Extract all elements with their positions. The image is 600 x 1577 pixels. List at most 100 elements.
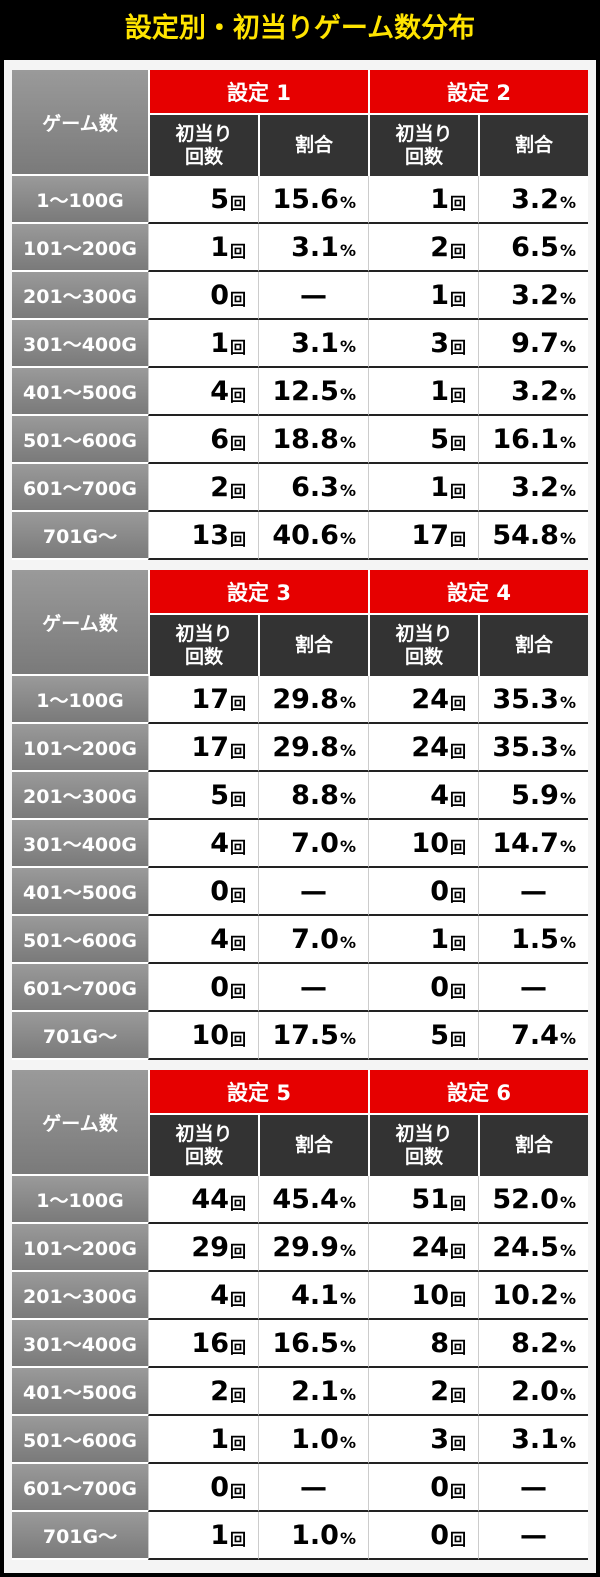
value-cell: — <box>478 868 588 916</box>
unit: 回 <box>229 242 246 261</box>
value: 4.1 <box>291 1279 339 1311</box>
ratio-header: 割合 <box>478 113 588 176</box>
unit: 回 <box>229 934 246 953</box>
unit: % <box>559 932 576 952</box>
unit: % <box>559 528 576 548</box>
value: 44 <box>191 1183 229 1215</box>
count-header-line: 初当り <box>395 622 453 645</box>
value: 3 <box>430 1423 449 1455</box>
unit: 回 <box>229 530 246 549</box>
unit: 回 <box>229 1290 246 1309</box>
unit: 回 <box>229 790 246 809</box>
value-cell: 15.6% <box>258 176 368 224</box>
value-cell: 17 回 <box>148 724 258 772</box>
value-cell: 2.0% <box>478 1368 588 1416</box>
value: — <box>300 1471 327 1503</box>
value: 4 <box>210 1279 229 1311</box>
value: 7.0 <box>291 923 339 955</box>
value: 45.4 <box>272 1183 339 1215</box>
count-header: 初当り 回数 <box>148 613 258 676</box>
unit: % <box>339 1336 356 1356</box>
unit: % <box>559 1336 576 1356</box>
unit: 回 <box>229 482 246 501</box>
unit: 回 <box>229 194 246 213</box>
unit: 回 <box>449 1434 466 1453</box>
value-cell: 10.2% <box>478 1272 588 1320</box>
range-label: 201～300G <box>12 772 148 820</box>
row-header: ゲーム数 <box>12 570 148 676</box>
unit: % <box>339 932 356 952</box>
unit: 回 <box>229 1338 246 1357</box>
value: — <box>300 875 327 907</box>
value: 5 <box>210 183 229 215</box>
count-header-line: 回数 <box>404 645 443 668</box>
value-cell: 7.0% <box>258 916 368 964</box>
count-header: 初当り 回数 <box>148 1113 258 1176</box>
unit: 回 <box>229 838 246 857</box>
value: 5 <box>210 779 229 811</box>
unit: 回 <box>229 1482 246 1501</box>
value: 3.2 <box>511 471 559 503</box>
unit: % <box>559 740 576 760</box>
unit: 回 <box>449 1030 466 1049</box>
value: 8 <box>430 1327 449 1359</box>
unit: 回 <box>229 982 246 1001</box>
value: 2 <box>210 471 229 503</box>
value: 54.8 <box>492 519 559 551</box>
value: 2 <box>430 1375 449 1407</box>
unit: 回 <box>449 434 466 453</box>
ratio-header: 割合 <box>258 613 368 676</box>
value-cell: 24.5% <box>478 1224 588 1272</box>
value: 7.4 <box>511 1019 559 1051</box>
unit: % <box>559 336 576 356</box>
unit: % <box>339 1528 356 1548</box>
unit: % <box>559 1288 576 1308</box>
value: 1 <box>430 183 449 215</box>
value: 10 <box>411 1279 449 1311</box>
value-cell: 13 回 <box>148 512 258 560</box>
value-cell: — <box>258 1464 368 1512</box>
value: 0 <box>430 875 449 907</box>
unit: % <box>339 384 356 404</box>
count-header-line: 初当り <box>395 122 453 145</box>
value-cell: — <box>478 964 588 1012</box>
value: 1 <box>210 1423 229 1455</box>
value: 2 <box>210 1375 229 1407</box>
unit: 回 <box>449 838 466 857</box>
value-cell: 17.5% <box>258 1012 368 1060</box>
setting-header: 設定 6 <box>368 1070 588 1113</box>
unit: 回 <box>229 290 246 309</box>
value-cell: 29.8% <box>258 676 368 724</box>
value: 13 <box>191 519 229 551</box>
range-label: 301～400G <box>12 1320 148 1368</box>
unit: 回 <box>449 1386 466 1405</box>
value: 0 <box>430 971 449 1003</box>
value: 10.2 <box>492 1279 559 1311</box>
value-cell: 1.5% <box>478 916 588 964</box>
value: — <box>520 971 547 1003</box>
value-cell: — <box>478 1512 588 1560</box>
unit: 回 <box>449 982 466 1001</box>
value-cell: 10 回 <box>368 820 478 868</box>
value-cell: — <box>258 964 368 1012</box>
value: 35.3 <box>492 731 559 763</box>
unit: % <box>339 528 356 548</box>
range-label: 601～700G <box>12 964 148 1012</box>
value-cell: 6.5% <box>478 224 588 272</box>
value-cell: 1.0% <box>258 1416 368 1464</box>
range-label: 501～600G <box>12 416 148 464</box>
unit: % <box>559 1192 576 1212</box>
value-cell: 8.8% <box>258 772 368 820</box>
setting-header: 設定 3 <box>148 570 368 613</box>
range-label: 501～600G <box>12 916 148 964</box>
